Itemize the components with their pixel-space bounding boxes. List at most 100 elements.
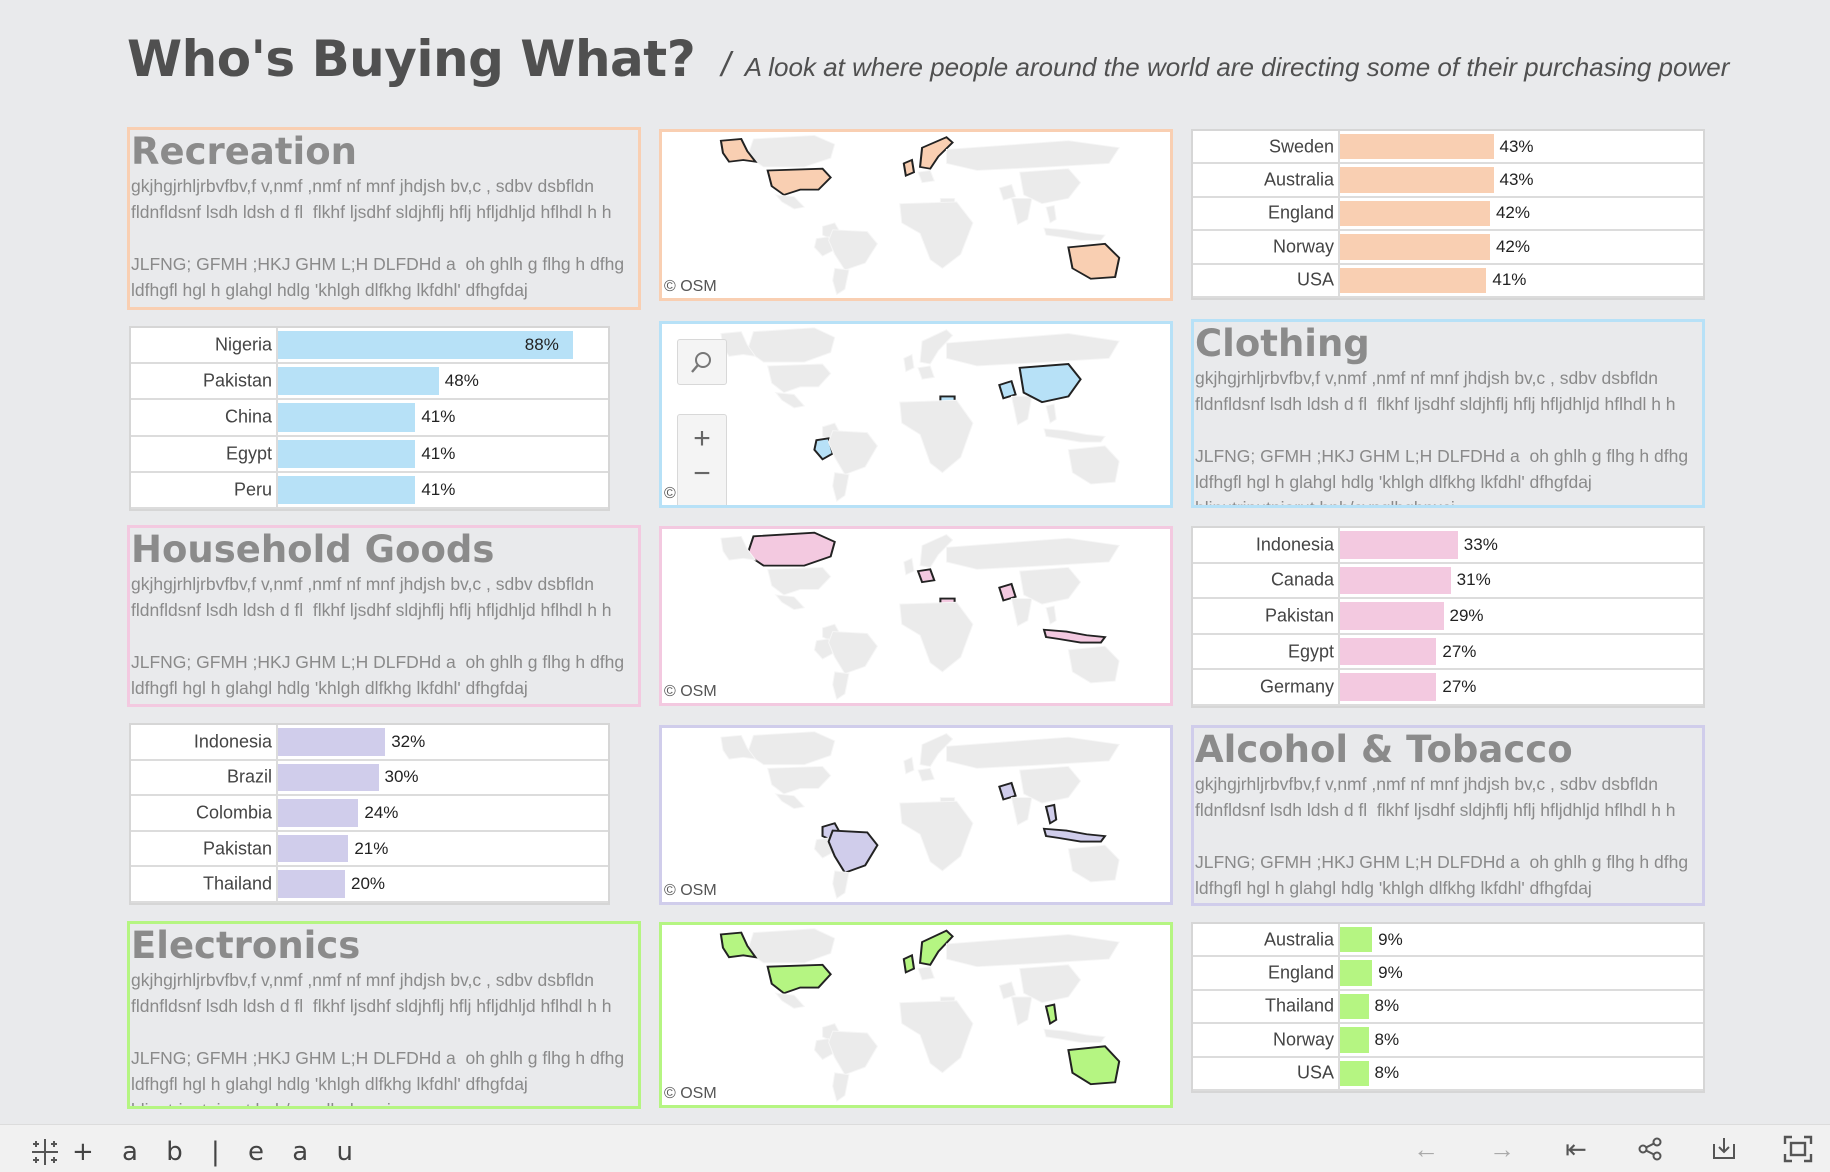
map-attribution[interactable]: © OSM <box>664 278 717 295</box>
bar-mark[interactable] <box>278 870 345 898</box>
map-region-germany[interactable] <box>916 568 936 584</box>
bar-row[interactable]: Brazil 30% <box>131 761 608 797</box>
bar-mark[interactable] <box>1340 993 1369 1020</box>
bar-mark[interactable] <box>278 439 416 468</box>
fullscreen-button[interactable] <box>1780 1133 1816 1165</box>
share-button[interactable] <box>1632 1133 1668 1165</box>
bar-mark[interactable] <box>278 475 416 504</box>
map-region-brazil[interactable] <box>827 829 879 874</box>
recreation-map[interactable]: © OSM <box>659 129 1173 301</box>
bar-mark[interactable] <box>1340 1060 1369 1086</box>
bar-row[interactable]: Pakistan 21% <box>131 832 608 868</box>
household-map[interactable]: © OSM <box>659 526 1173 706</box>
map-region-russia <box>945 933 1120 968</box>
bar-mark[interactable] <box>278 799 359 827</box>
map-region-uk[interactable] <box>902 158 916 178</box>
bar-row[interactable]: Colombia 24% <box>131 796 608 832</box>
bar-row[interactable]: USA 8% <box>1193 1058 1703 1091</box>
alcohol-map[interactable]: © OSM <box>659 725 1173 905</box>
bar-mark[interactable] <box>278 728 386 756</box>
bar-mark[interactable] <box>1340 134 1494 160</box>
bar-value-label: 8% <box>1374 996 1400 1016</box>
map-attribution[interactable]: © OSM <box>664 683 717 700</box>
bar-row[interactable]: Germany 27% <box>1193 670 1703 706</box>
map-region-scandinavia[interactable] <box>918 136 954 170</box>
bar-row[interactable]: England 9% <box>1193 957 1703 991</box>
map-region-china[interactable] <box>1018 363 1082 404</box>
bar-row[interactable]: Indonesia 33% <box>1193 528 1703 564</box>
bar-row[interactable]: Egypt 41% <box>131 437 608 473</box>
bar-mark[interactable] <box>278 367 439 396</box>
bar-row[interactable]: Pakistan 29% <box>1193 599 1703 635</box>
map-attribution[interactable]: © OSM <box>664 1085 717 1102</box>
map-region-scandinavia[interactable] <box>918 929 954 966</box>
bar-row[interactable]: England 42% <box>1193 198 1703 232</box>
bar-mark[interactable] <box>1340 637 1437 666</box>
bar-mark[interactable] <box>1340 267 1487 293</box>
bar-mark[interactable] <box>278 403 416 432</box>
bar-mark[interactable] <box>278 834 349 863</box>
bar-row[interactable]: Thailand 8% <box>1193 991 1703 1025</box>
bar-axis-divider <box>1338 528 1340 706</box>
bar-row[interactable]: Egypt 27% <box>1193 635 1703 671</box>
map-attribution[interactable]: © OSM <box>664 882 717 899</box>
bar-mark[interactable] <box>1340 531 1458 559</box>
bar-mark[interactable] <box>1340 673 1437 701</box>
map-region-thailand[interactable] <box>1044 1003 1058 1026</box>
bar-row[interactable]: Norway 42% <box>1193 231 1703 265</box>
bar-row[interactable]: Norway 8% <box>1193 1024 1703 1058</box>
bar-mark[interactable] <box>1340 200 1490 227</box>
map-region-uk <box>903 756 915 775</box>
bar-row[interactable]: Peru 41% <box>131 473 608 509</box>
map-region-australia[interactable] <box>1067 242 1121 280</box>
bar-row[interactable]: Australia 43% <box>1193 164 1703 198</box>
zoom-in-button[interactable]: + <box>693 422 711 455</box>
bar-row[interactable]: Thailand 20% <box>131 867 608 903</box>
bar-mark[interactable] <box>1340 167 1494 193</box>
bar-row[interactable]: Nigeria 88% <box>131 328 608 365</box>
map-region-na_alaska[interactable] <box>719 138 758 163</box>
map-region-pakistan[interactable] <box>998 379 1017 400</box>
tableau-logo[interactable]: + a b | e a u <box>28 1135 363 1169</box>
map-region-pakistan[interactable] <box>998 582 1017 602</box>
map-region-uk[interactable] <box>902 953 916 974</box>
bar-row[interactable]: Canada 31% <box>1193 564 1703 600</box>
bar-mark[interactable] <box>1340 566 1451 595</box>
bar-mark[interactable] <box>1340 602 1444 630</box>
map-region-pakistan[interactable] <box>998 781 1017 801</box>
bar-mark[interactable] <box>278 331 573 360</box>
bar-row[interactable]: Indonesia 32% <box>131 725 608 761</box>
share-icon <box>1638 1137 1662 1161</box>
map-region-thailand[interactable] <box>1044 803 1058 825</box>
map-search-button[interactable] <box>677 339 727 385</box>
map-region-indonesia[interactable] <box>1042 827 1107 843</box>
map-region-indonesia[interactable] <box>1042 628 1107 644</box>
bar-row[interactable]: Sweden 43% <box>1193 131 1703 165</box>
revert-button[interactable]: ⇤ <box>1558 1133 1594 1165</box>
map-region-uk <box>903 557 915 576</box>
electronics-map[interactable]: © OSM <box>659 922 1173 1108</box>
bar-mark[interactable] <box>1340 960 1373 986</box>
bar-mark[interactable] <box>1340 234 1490 260</box>
download-button[interactable] <box>1706 1133 1742 1165</box>
bar-row[interactable]: China 41% <box>131 400 608 437</box>
map-region-peru[interactable] <box>813 437 834 461</box>
map-region-canada[interactable] <box>746 531 836 567</box>
bar-row[interactable]: Pakistan 48% <box>131 364 608 401</box>
map-region-australia[interactable] <box>1067 1045 1121 1086</box>
bar-mark[interactable] <box>278 763 379 792</box>
zoom-out-button[interactable]: − <box>693 457 711 490</box>
bar-mark[interactable] <box>1340 927 1373 953</box>
map-region-usa[interactable] <box>766 167 832 196</box>
bar-mark[interactable] <box>1340 1027 1369 1053</box>
map-region-usa[interactable] <box>766 963 832 995</box>
undo-button[interactable]: ← <box>1408 1133 1444 1165</box>
map-region-argentina <box>832 870 850 900</box>
household-title: Household Goods <box>131 528 495 571</box>
bar-label: Norway <box>1272 1029 1334 1050</box>
clothing-map[interactable]: © OSM+− <box>659 321 1173 508</box>
redo-button[interactable]: → <box>1484 1133 1520 1165</box>
map-region-na_alaska[interactable] <box>719 931 758 959</box>
bar-row[interactable]: USA 41% <box>1193 265 1703 298</box>
bar-row[interactable]: Australia 9% <box>1193 924 1703 958</box>
